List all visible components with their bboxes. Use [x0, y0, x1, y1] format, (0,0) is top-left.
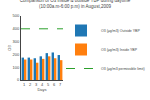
- svg-text:O3 (µg/m3) Inside YBP: O3 (µg/m3) Inside YBP: [101, 48, 138, 52]
- svg-text:200: 200: [13, 52, 20, 57]
- svg-text:O3: O3: [7, 45, 12, 51]
- svg-text:1: 1: [23, 82, 26, 87]
- svg-text:0: 0: [17, 77, 20, 82]
- svg-text:6: 6: [53, 82, 56, 87]
- svg-text:400: 400: [13, 26, 20, 31]
- svg-text:Days: Days: [37, 87, 46, 92]
- svg-text:300: 300: [13, 39, 20, 44]
- svg-text:3: 3: [35, 82, 38, 87]
- svg-text:Comparison of O3 inside & outs: Comparison of O3 inside & outside YBP du…: [20, 0, 131, 9]
- svg-text:4: 4: [41, 82, 44, 87]
- svg-text:O3 (µg/m3) Outside YBP: O3 (µg/m3) Outside YBP: [101, 29, 140, 33]
- svg-text:500: 500: [13, 13, 20, 18]
- svg-text:7: 7: [59, 82, 62, 87]
- svg-text:2: 2: [29, 82, 32, 87]
- svg-text:5: 5: [47, 82, 50, 87]
- svg-text:100: 100: [13, 65, 20, 70]
- svg-text:O3 (µg/m3 permissible limit): O3 (µg/m3 permissible limit): [101, 67, 145, 71]
